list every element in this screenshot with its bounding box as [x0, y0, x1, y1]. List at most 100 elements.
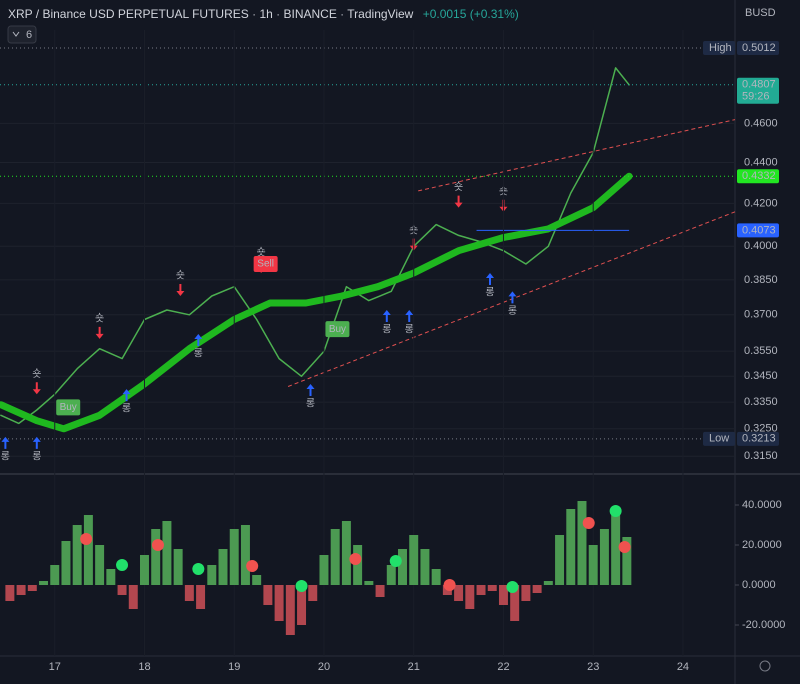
bar: [510, 585, 520, 621]
signal-label: 롱: [382, 324, 391, 336]
separator: ·: [276, 7, 280, 21]
bar: [274, 585, 284, 621]
signal-arrow: [486, 273, 494, 286]
signal-dot: [295, 580, 308, 592]
price-label: 0.5012: [742, 42, 776, 54]
bar: [39, 581, 49, 585]
signal-dot: [116, 559, 129, 571]
bar: [50, 565, 60, 585]
indicator-count[interactable]: 6: [26, 29, 32, 41]
bar: [543, 581, 553, 585]
y-tick-label: 0.0000: [742, 579, 776, 591]
signal-label: 숏: [454, 181, 463, 193]
signal-arrow: [1, 436, 10, 449]
bar: [521, 585, 531, 601]
signal-dot: [506, 581, 519, 593]
y-tick-label: 0.3550: [744, 345, 778, 357]
signal-badge: [325, 321, 350, 338]
y-tick-label: 0.3250: [744, 423, 778, 435]
price-label-box: [703, 431, 735, 446]
signal-badge-label: Buy: [329, 324, 346, 335]
bar: [465, 585, 475, 609]
bar: [420, 549, 430, 585]
symbol-title: XRP / Binance USD PERPETUAL FUTURES: [8, 7, 249, 21]
signal-arrow: [508, 291, 517, 304]
x-tick-label: 17: [49, 661, 61, 673]
bar: [83, 515, 93, 585]
signal-arrow: [176, 283, 185, 296]
bar: [577, 501, 587, 585]
bar: [588, 545, 598, 585]
signal-dot: [80, 533, 93, 545]
bar: [61, 541, 71, 585]
price-label-box: [737, 77, 779, 104]
bar: [431, 569, 441, 585]
signal-label: 숏: [95, 313, 104, 325]
bar: [140, 555, 149, 585]
price-label-box: [737, 431, 779, 446]
bar: [5, 585, 15, 601]
x-tick-label: 22: [497, 661, 509, 673]
price-label: 0.4332: [742, 170, 776, 182]
source: TradingView: [347, 7, 413, 21]
y-tick-label: 0.4600: [744, 117, 778, 129]
signal-arrow: [32, 436, 41, 449]
chevron-icon: [12, 31, 20, 37]
price-label: 0.4073: [742, 224, 776, 236]
x-tick-label: 23: [587, 661, 599, 673]
signal-arrow: [32, 382, 41, 395]
bar: [252, 575, 262, 585]
signal-badge: [56, 399, 81, 416]
price-label: 0.3213: [742, 433, 776, 445]
bar: [106, 569, 116, 585]
signal-label: 롱: [405, 324, 414, 336]
indicator-toggle[interactable]: [7, 25, 37, 44]
y-tick-label: 0.3450: [744, 370, 778, 382]
y-tick-label: 40.0000: [742, 499, 782, 511]
bar: [622, 537, 632, 585]
bar: [364, 581, 374, 585]
x-tick-label: 19: [228, 661, 240, 673]
bar: [173, 549, 183, 585]
bar: [341, 521, 351, 585]
y-tick-label: -20.0000: [742, 619, 785, 631]
signal-arrow: [306, 383, 315, 396]
y-tick-label: 0.3700: [744, 309, 778, 321]
signal-dot: [349, 553, 362, 565]
bar: [162, 521, 172, 585]
settings-icon[interactable]: [759, 660, 771, 672]
y-tick-label: 0.4000: [744, 240, 778, 252]
bar: [498, 585, 508, 605]
signal-label: 롱: [122, 403, 131, 415]
signal-label: 롱: [1, 451, 10, 463]
currency-label: BUSD: [745, 7, 776, 19]
signal-label: 숏: [176, 270, 185, 282]
bar: [398, 549, 407, 585]
price-label-name: High: [709, 42, 732, 54]
bar: [184, 585, 194, 601]
bar: [263, 585, 273, 605]
signal-dot: [151, 539, 164, 551]
bar: [330, 529, 340, 585]
bar: [375, 585, 385, 597]
y-tick-label: 0.4200: [744, 197, 778, 209]
signal-label: 숏: [32, 368, 41, 380]
bar: [566, 509, 576, 585]
y-tick-label: 0.3850: [744, 274, 778, 286]
bar: [16, 585, 26, 595]
bar: [532, 585, 542, 593]
signal-label: 롱: [485, 287, 494, 299]
bar: [409, 535, 419, 585]
y-tick-label: 0.4400: [744, 156, 778, 168]
signal-dot: [246, 560, 259, 572]
bar: [72, 525, 82, 585]
bar: [599, 529, 609, 585]
bar: [151, 529, 161, 585]
signal-arrow: [405, 310, 414, 323]
header: XRP / Binance USD PERPETUAL FUTURES · 1h…: [8, 7, 519, 21]
exchange: BINANCE: [283, 7, 336, 21]
bar: [229, 529, 239, 585]
bar: [128, 585, 138, 609]
bar: [454, 585, 464, 601]
